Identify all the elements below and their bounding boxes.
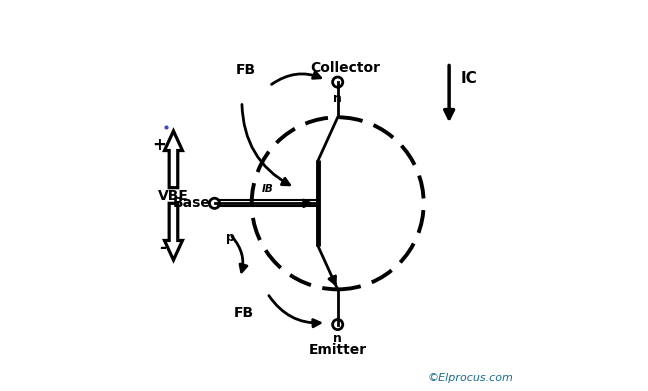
Text: Emitter: Emitter [308, 343, 367, 357]
Text: ©Elprocus.com: ©Elprocus.com [428, 373, 514, 383]
Text: FB: FB [234, 306, 254, 320]
Text: -: - [159, 239, 166, 257]
Text: IB: IB [261, 183, 273, 194]
FancyArrow shape [165, 131, 183, 188]
Text: VBE: VBE [158, 188, 189, 203]
Text: p: p [226, 231, 235, 244]
Text: IC: IC [461, 71, 478, 86]
Text: n: n [333, 332, 342, 344]
FancyArrow shape [165, 203, 183, 260]
Text: +: + [152, 136, 166, 154]
Text: FB: FB [236, 63, 256, 77]
Text: n: n [333, 92, 342, 105]
Text: Collector: Collector [310, 61, 380, 75]
Text: Base: Base [173, 196, 211, 210]
